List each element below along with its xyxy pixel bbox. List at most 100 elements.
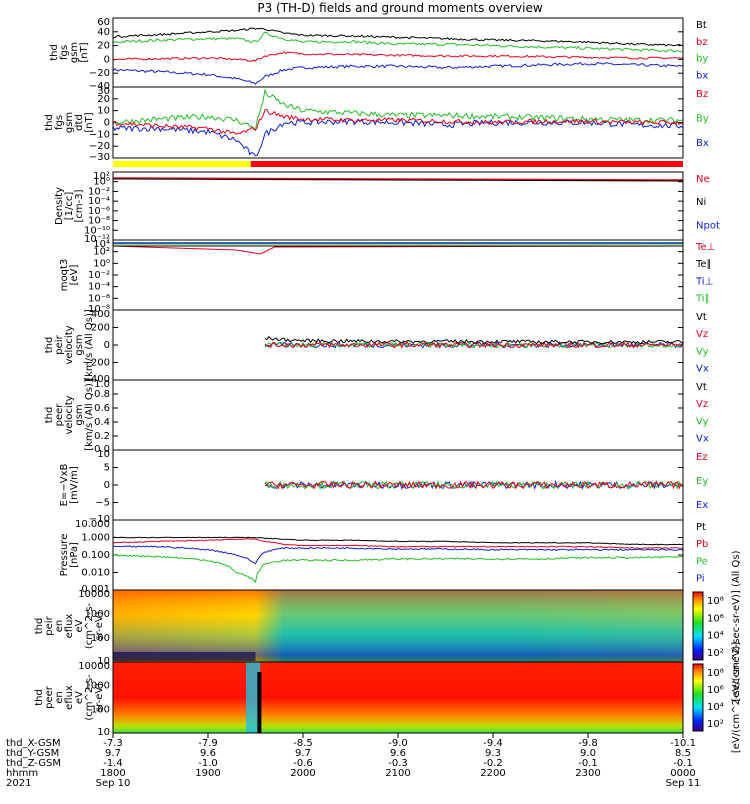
panel-ylabel: [nPa] xyxy=(69,542,80,568)
y-tick-label: 0.6 xyxy=(94,403,110,414)
mode-bar-slow xyxy=(113,161,251,167)
y-tick-label: 10000 xyxy=(78,661,110,672)
legend-Vt: Vt xyxy=(696,382,707,393)
y-tick-label: −5 xyxy=(95,498,110,509)
xaxis-z-label: -0.1 xyxy=(673,758,693,769)
legend-Vx: Vx xyxy=(696,363,709,374)
panel-ylabel: thd xyxy=(44,337,55,354)
legend-Ni: Ni xyxy=(696,197,706,208)
xaxis-x-label: -9.0 xyxy=(388,738,408,749)
series-V0 xyxy=(264,341,684,349)
panel-ylabel: gsm xyxy=(74,334,85,355)
panel-ylabel: thd xyxy=(34,618,45,635)
panel-ylabel: Density xyxy=(54,187,65,225)
xaxis-row-label: thd_Y-GSM xyxy=(6,748,59,759)
y-tick-label: 0.001 xyxy=(81,584,110,595)
panel-ylabel: (cm^2-s- xyxy=(84,674,95,721)
xaxis-date-label: Sep 11 xyxy=(666,778,701,789)
xaxis-y-label: 9.6 xyxy=(200,748,216,759)
xaxis-y-label: 8.5 xyxy=(675,748,691,759)
xaxis-y-label: 9.6 xyxy=(390,748,406,759)
legend-Vx: Vx xyxy=(696,433,709,444)
panel-ylabel: [km/s (All Qs)] xyxy=(84,379,95,451)
y-tick-label: −20 xyxy=(89,68,110,79)
mode-bar-fast xyxy=(250,161,683,167)
panel-ylabel: eV xyxy=(74,619,85,632)
colorbar xyxy=(692,663,704,732)
colorbar-tick: 10⁶ xyxy=(707,613,724,624)
panel-ylabel: eflux xyxy=(64,685,75,710)
legend-by: by xyxy=(696,54,708,65)
y-tick-label: 10⁻⁸ xyxy=(88,304,110,315)
legend-Vy: Vy xyxy=(696,416,709,427)
xaxis-x-label: -8.5 xyxy=(293,738,313,749)
y-tick-label: 1.0 xyxy=(94,379,110,390)
xaxis-row-label: 2021 xyxy=(6,778,31,789)
y-tick-label: 0.2 xyxy=(94,431,110,442)
legend-Pt: Pt xyxy=(696,522,706,533)
panel-ylabel: moqt3 xyxy=(59,259,70,292)
panel-peer_velocity: thd peer velocity gsm [km/s (All Qs)] 1.00.8 0… xyxy=(44,379,709,455)
legend-Pb: Pb xyxy=(696,539,708,550)
panel-ylabel: fgs xyxy=(59,45,70,60)
xaxis-z-label: -0.3 xyxy=(388,758,408,769)
xaxis-x-label: -9.8 xyxy=(578,738,598,749)
series-Ne xyxy=(112,177,684,181)
legend-bz: bz xyxy=(696,37,708,48)
y-tick-label: 10⁰ xyxy=(93,258,110,269)
colorbar-tick: 10⁶ xyxy=(707,685,724,696)
xaxis-hhmm-label: 2300 xyxy=(575,768,600,779)
legend-bx: bx xyxy=(696,71,708,82)
colorbar-tick: 10⁴ xyxy=(707,702,724,713)
panel-ylabel: gsm xyxy=(74,404,85,425)
xaxis-x-label: -7.3 xyxy=(103,738,123,749)
panel-ylabel: dtd xyxy=(74,114,85,131)
y-tick-label: 10⁻¹⁰ xyxy=(84,225,110,236)
xaxis-row-label: hhmm xyxy=(6,768,38,779)
panel-ylabel: peer xyxy=(44,685,55,709)
legend-Pi: Pi xyxy=(696,573,705,584)
legend-Ex: Ex xyxy=(696,500,708,511)
y-tick-label: 10⁻⁶ xyxy=(88,293,110,304)
y-tick-label: 10⁴ xyxy=(93,239,110,250)
y-tick-label: 10⁻⁸ xyxy=(88,216,110,227)
panel-ylabel: fgs xyxy=(54,115,65,130)
y-tick-label: 10 xyxy=(97,106,110,117)
xaxis-row-label: thd_X-GSM xyxy=(6,738,61,749)
y-tick-label: 10⁻⁴ xyxy=(88,282,110,293)
y-tick-label: 0.010 xyxy=(81,568,110,579)
panel-ylabel: en xyxy=(54,691,65,704)
legend-Vz: Vz xyxy=(696,329,708,340)
panel-ylabel: thd xyxy=(49,44,60,61)
y-tick-label: 10 xyxy=(97,727,110,738)
legend-Vz: Vz xyxy=(696,399,708,410)
legend-Npot: Npot xyxy=(696,220,720,231)
y-tick-label: −200 xyxy=(83,358,110,369)
y-tick-label: −400 xyxy=(83,374,110,385)
panel-pressure: Pressure [nPa] 10.000 1.000 0.100 0.010 0.001 P… xyxy=(59,519,708,595)
colorbar-tick: 10² xyxy=(707,719,724,730)
panel-peer_spectrogram: thd peer en eflux eV (cm^2-s-sr-eV) 10000 1000 1… xyxy=(34,642,742,753)
plot-title: P3 (TH-D) fields and ground moments over… xyxy=(257,1,542,15)
legend-Ti⊥: Ti⊥ xyxy=(695,276,713,287)
y-tick-label: 1.000 xyxy=(81,533,110,544)
colorbar-label: [eV/(cm^2-sec-sr-eV)] xyxy=(731,642,742,753)
xaxis-z-label: -1.0 xyxy=(198,758,218,769)
legend-Pe: Pe xyxy=(696,556,708,567)
legend-Te⊥: Te⊥ xyxy=(695,242,715,253)
y-tick-label: 0 xyxy=(104,54,110,65)
y-tick-label: 10⁻² xyxy=(88,186,110,197)
panel-density: Density [1/cc] [cm-3]10²10⁰10⁻²10⁻⁴10⁻⁶10⁻… xyxy=(54,171,720,245)
xaxis-hhmm-label: 1900 xyxy=(195,768,220,779)
xaxis-y-label: 9.7 xyxy=(105,748,121,759)
legend-Ey: Ey xyxy=(696,476,708,487)
colorbar-tick: 10⁸ xyxy=(707,596,724,607)
y-tick-label: 0 xyxy=(104,340,110,351)
xaxis-z-label: -0.6 xyxy=(293,758,313,769)
y-tick-label: −10 xyxy=(89,129,110,140)
xaxis-hhmm-label: 2000 xyxy=(290,768,315,779)
y-tick-label: 0.0 xyxy=(94,444,110,455)
